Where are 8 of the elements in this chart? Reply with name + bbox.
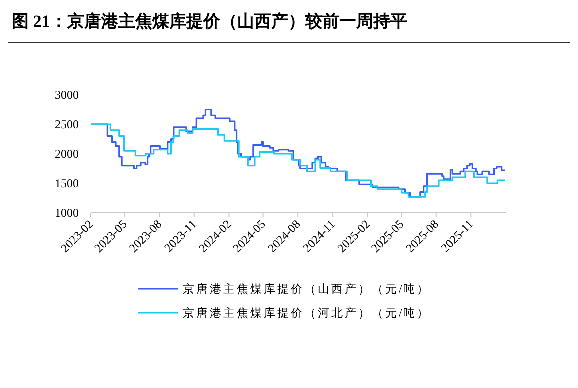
chart-title: 图 21：京唐港主焦煤库提价（山西产）较前一周持平 <box>12 12 408 31</box>
y-tick-label: 2500 <box>55 118 79 132</box>
y-tick-label: 1000 <box>55 206 79 220</box>
legend-label: 京唐港主焦煤库提价（山西产）（元/吨） <box>183 282 431 296</box>
legend-label: 京唐港主焦煤库提价（河北产）（元/吨） <box>183 306 431 320</box>
y-tick-label: 1500 <box>55 176 79 190</box>
y-tick-label: 3000 <box>55 88 79 102</box>
y-tick-label: 2000 <box>55 147 79 161</box>
